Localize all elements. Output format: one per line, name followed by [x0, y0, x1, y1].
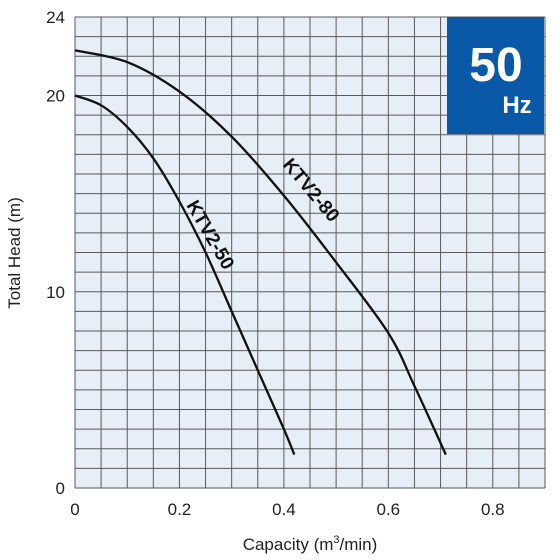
x-axis-title-superscript: 3 [333, 534, 339, 546]
series-line-ktv2-80 [74, 49, 447, 456]
x-tick-label: 0.4 [272, 500, 296, 519]
frequency-badge-unit: Hz [502, 92, 531, 119]
x-tick-label: 0.6 [377, 500, 401, 519]
frequency-badge: 50 Hz [447, 17, 544, 134]
y-tick-label: 10 [46, 283, 65, 302]
y-axis-title: Total Head (m) [5, 197, 24, 308]
y-tick-label: 20 [46, 87, 65, 106]
x-tick-label: 0.8 [481, 500, 505, 519]
y-tick-label: 0 [56, 479, 65, 498]
x-axis-title: Capacity (m3/min) [243, 534, 378, 554]
series-line-ktv2-50 [74, 94, 296, 456]
x-axis-title-tail: /min) [340, 535, 378, 554]
series-layer [74, 49, 447, 456]
y-tick-label: 24 [46, 8, 65, 27]
x-tick-label: 0 [70, 500, 79, 519]
x-axis-title-main: Capacity (m [243, 535, 334, 554]
x-tick-label: 0.2 [168, 500, 192, 519]
frequency-badge-value: 50 [469, 39, 522, 92]
ticks-layer: 0 0.2 0.4 0.6 0.8 0 10 20 24 [46, 8, 505, 519]
frequency-badge-box [447, 17, 544, 134]
